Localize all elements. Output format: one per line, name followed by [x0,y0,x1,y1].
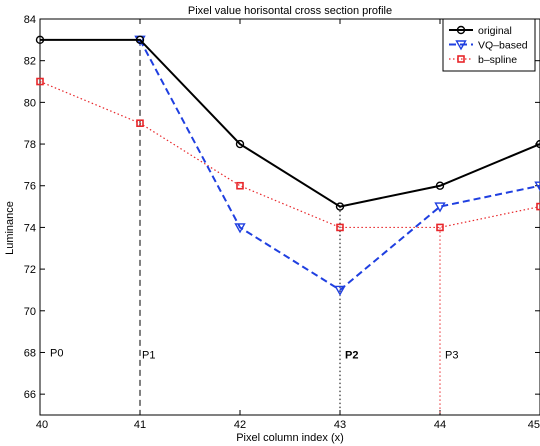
x-tick-label: 45 [528,419,540,431]
data-point [234,223,246,234]
data-point [456,25,466,35]
x-tick-label: 41 [134,419,146,431]
x-axis-label: Pixel column index (x) [236,432,344,444]
plot-area: 40 41 42 43 44 45 66 68 70 72 74 76 78 80 82 84 P0 P1 P2 P3… [24,14,540,431]
y-tick-label: 76 [24,181,36,193]
data-point [136,119,144,128]
annotation-label: P0 [50,348,63,360]
data-point [336,223,344,232]
data-point [536,202,540,211]
annotation-label: P1 [142,350,155,362]
axes-frame [39,18,540,416]
data-point [135,35,145,45]
data-point [334,285,346,296]
y-axis-label: Luminance [4,201,16,255]
legend-label: b–spline [478,54,517,66]
y-tick-label: 70 [24,306,36,318]
y-tick-label: 78 [24,139,36,151]
data-point [435,181,445,190]
annotation-label: P2 [345,350,358,362]
data-point [534,181,540,192]
series-line [139,39,540,292]
y-tick-label: 66 [24,389,36,401]
data-point [434,202,446,213]
y-tick-label: 80 [24,97,36,109]
data-point [457,55,465,63]
data-point [535,139,540,149]
y-tick-label: 74 [24,222,36,234]
data-point [235,139,245,149]
y-tick-label: 84 [24,14,36,26]
y-tick-label: 72 [24,264,36,276]
legend-label: original [478,25,512,37]
data-point [436,223,444,232]
chart-title: Pixel value horisontal cross section pro… [188,5,392,17]
x-tick-label: 44 [434,419,446,431]
data-point [335,202,345,211]
data-point [455,40,467,51]
series-line [40,38,540,208]
y-tick-label: 68 [24,347,36,359]
data-point [236,181,244,190]
series-line [39,80,540,229]
legend-label: VQ–based [478,40,528,52]
y-tick-label: 82 [24,56,36,68]
data-point [35,35,45,45]
x-tick-label: 42 [234,419,246,431]
x-tick-label: 43 [334,419,346,431]
data-point [36,77,44,86]
annotation-label: P3 [445,350,458,362]
x-tick-label: 40 [36,419,48,431]
